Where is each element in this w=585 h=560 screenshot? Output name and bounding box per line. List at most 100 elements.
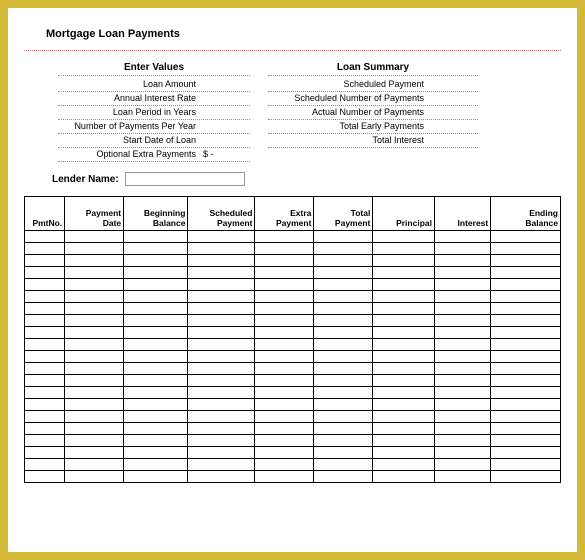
- table-cell[interactable]: [124, 231, 188, 243]
- table-cell[interactable]: [491, 363, 561, 375]
- table-cell[interactable]: [25, 471, 65, 483]
- table-cell[interactable]: [188, 435, 255, 447]
- table-cell[interactable]: [491, 435, 561, 447]
- table-cell[interactable]: [65, 291, 124, 303]
- table-cell[interactable]: [434, 435, 490, 447]
- table-cell[interactable]: [65, 279, 124, 291]
- table-cell[interactable]: [255, 459, 314, 471]
- table-cell[interactable]: [255, 423, 314, 435]
- table-cell[interactable]: [491, 399, 561, 411]
- table-cell[interactable]: [255, 363, 314, 375]
- table-cell[interactable]: [124, 459, 188, 471]
- table-cell[interactable]: [25, 447, 65, 459]
- table-cell[interactable]: [124, 375, 188, 387]
- table-cell[interactable]: [65, 387, 124, 399]
- table-cell[interactable]: [314, 459, 373, 471]
- table-cell[interactable]: [373, 351, 435, 363]
- table-cell[interactable]: [314, 327, 373, 339]
- table-cell[interactable]: [124, 387, 188, 399]
- table-cell[interactable]: [491, 243, 561, 255]
- table-cell[interactable]: [255, 243, 314, 255]
- table-cell[interactable]: [25, 315, 65, 327]
- table-cell[interactable]: [314, 351, 373, 363]
- table-cell[interactable]: [124, 435, 188, 447]
- table-cell[interactable]: [491, 231, 561, 243]
- table-cell[interactable]: [65, 231, 124, 243]
- table-cell[interactable]: [188, 423, 255, 435]
- table-cell[interactable]: [373, 255, 435, 267]
- table-cell[interactable]: [65, 255, 124, 267]
- table-cell[interactable]: [255, 267, 314, 279]
- table-cell[interactable]: [373, 315, 435, 327]
- field-value[interactable]: [200, 78, 248, 91]
- field-value[interactable]: $ -: [200, 148, 248, 161]
- table-cell[interactable]: [25, 375, 65, 387]
- table-cell[interactable]: [255, 471, 314, 483]
- table-cell[interactable]: [314, 279, 373, 291]
- table-cell[interactable]: [124, 303, 188, 315]
- table-cell[interactable]: [188, 327, 255, 339]
- table-cell[interactable]: [124, 339, 188, 351]
- table-cell[interactable]: [65, 327, 124, 339]
- table-cell[interactable]: [25, 231, 65, 243]
- table-cell[interactable]: [373, 279, 435, 291]
- table-cell[interactable]: [255, 327, 314, 339]
- table-cell[interactable]: [373, 399, 435, 411]
- table-cell[interactable]: [314, 435, 373, 447]
- table-cell[interactable]: [25, 339, 65, 351]
- table-cell[interactable]: [314, 291, 373, 303]
- table-cell[interactable]: [373, 243, 435, 255]
- table-cell[interactable]: [434, 351, 490, 363]
- table-cell[interactable]: [491, 351, 561, 363]
- table-cell[interactable]: [373, 411, 435, 423]
- table-cell[interactable]: [491, 255, 561, 267]
- table-cell[interactable]: [434, 411, 490, 423]
- table-cell[interactable]: [314, 423, 373, 435]
- table-cell[interactable]: [434, 375, 490, 387]
- table-cell[interactable]: [434, 303, 490, 315]
- table-cell[interactable]: [188, 351, 255, 363]
- table-cell[interactable]: [65, 351, 124, 363]
- table-cell[interactable]: [255, 387, 314, 399]
- table-cell[interactable]: [124, 327, 188, 339]
- table-cell[interactable]: [373, 291, 435, 303]
- table-cell[interactable]: [314, 267, 373, 279]
- table-cell[interactable]: [65, 447, 124, 459]
- table-cell[interactable]: [124, 399, 188, 411]
- field-value[interactable]: [200, 134, 248, 147]
- table-cell[interactable]: [255, 411, 314, 423]
- table-cell[interactable]: [255, 255, 314, 267]
- table-cell[interactable]: [25, 279, 65, 291]
- table-cell[interactable]: [124, 315, 188, 327]
- table-cell[interactable]: [491, 267, 561, 279]
- table-cell[interactable]: [434, 243, 490, 255]
- table-cell[interactable]: [434, 255, 490, 267]
- table-cell[interactable]: [65, 435, 124, 447]
- table-cell[interactable]: [124, 411, 188, 423]
- table-cell[interactable]: [25, 267, 65, 279]
- field-value[interactable]: [200, 106, 248, 119]
- table-cell[interactable]: [255, 315, 314, 327]
- table-cell[interactable]: [124, 279, 188, 291]
- table-cell[interactable]: [25, 255, 65, 267]
- table-cell[interactable]: [65, 411, 124, 423]
- table-cell[interactable]: [124, 291, 188, 303]
- table-cell[interactable]: [314, 255, 373, 267]
- table-cell[interactable]: [188, 375, 255, 387]
- table-cell[interactable]: [434, 459, 490, 471]
- table-cell[interactable]: [314, 375, 373, 387]
- table-cell[interactable]: [491, 291, 561, 303]
- table-cell[interactable]: [434, 327, 490, 339]
- table-cell[interactable]: [25, 423, 65, 435]
- table-cell[interactable]: [434, 291, 490, 303]
- table-cell[interactable]: [373, 327, 435, 339]
- table-cell[interactable]: [65, 375, 124, 387]
- table-cell[interactable]: [25, 327, 65, 339]
- table-cell[interactable]: [25, 291, 65, 303]
- table-cell[interactable]: [314, 231, 373, 243]
- table-cell[interactable]: [434, 399, 490, 411]
- table-cell[interactable]: [255, 375, 314, 387]
- table-cell[interactable]: [188, 303, 255, 315]
- table-cell[interactable]: [373, 435, 435, 447]
- table-cell[interactable]: [255, 231, 314, 243]
